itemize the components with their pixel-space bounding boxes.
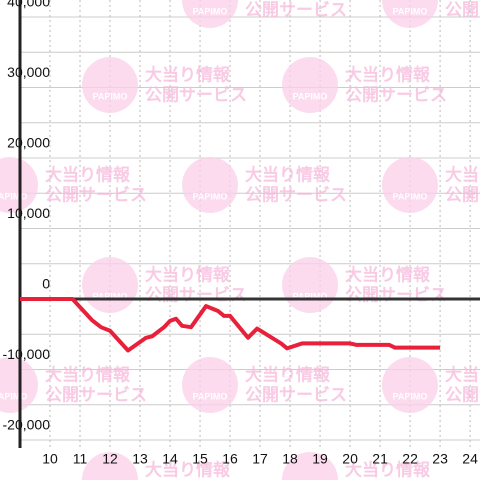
- watermark-line1: 大当り情報: [345, 64, 431, 84]
- x-tick-label: 19: [312, 451, 328, 467]
- watermark-brand: PAPIMO: [293, 91, 328, 101]
- watermark-line2: 公開サービス: [145, 85, 247, 104]
- watermark-logo: [282, 57, 338, 113]
- x-tick-label: 21: [372, 451, 388, 467]
- watermark-brand: PAPIMO: [193, 191, 228, 201]
- watermark-line2: 公開サービス: [45, 185, 147, 204]
- watermark-line1: 大当り情報: [445, 364, 480, 384]
- watermark-brand: PAPIMO: [193, 391, 228, 401]
- watermark-line1: 大当り情報: [145, 459, 231, 479]
- watermark-line1: 大当り情報: [245, 164, 331, 184]
- x-tick-label: 20: [342, 451, 358, 467]
- watermark-logo: [382, 157, 438, 213]
- watermark-line2: 公開サービス: [445, 0, 480, 19]
- y-tick-label: -10,000: [3, 346, 51, 362]
- y-tick-label: 20,000: [7, 135, 50, 151]
- x-tick-label: 18: [282, 451, 298, 467]
- watermark-logo: [382, 357, 438, 413]
- watermark-line1: 大当り情報: [145, 64, 231, 84]
- watermark-line2: 公開サービス: [345, 285, 447, 304]
- x-tick-label: 13: [132, 451, 148, 467]
- watermark-line2: 公開サービス: [45, 385, 147, 404]
- watermark-logo: [182, 157, 238, 213]
- watermark-logo: [282, 257, 338, 313]
- watermark-logo: [82, 452, 138, 485]
- watermark-line2: 公開サービス: [345, 85, 447, 104]
- y-tick-label: 40,000: [7, 0, 50, 10]
- x-tick-label: 22: [402, 451, 418, 467]
- series-line: [20, 297, 441, 353]
- watermark-line2: 公開サービス: [245, 0, 347, 19]
- watermark-brand: PAPIMO: [393, 6, 428, 16]
- x-tick-label: 24: [462, 451, 478, 467]
- watermark-line2: 公開サービス: [145, 285, 247, 304]
- watermark-brand: PAPIMO: [0, 391, 27, 401]
- watermark-line1: 大当り情報: [445, 164, 480, 184]
- watermark-brand: PAPIMO: [293, 291, 328, 301]
- watermark-logo: [82, 257, 138, 313]
- x-tick-label: 15: [192, 451, 208, 467]
- x-tick-label: 16: [222, 451, 238, 467]
- x-tick-label: 17: [252, 451, 268, 467]
- y-tick-label: -20,000: [3, 417, 51, 433]
- x-tick-label: 14: [162, 451, 178, 467]
- watermark-line1: 大当り情報: [145, 264, 231, 284]
- watermark-line1: 大当り情報: [45, 164, 131, 184]
- watermark-line1: 大当り情報: [345, 459, 431, 479]
- watermark-logo: [82, 57, 138, 113]
- watermark-line2: 公開サービス: [445, 385, 480, 404]
- y-tick-label: 10,000: [7, 205, 50, 221]
- watermark-logo: [182, 357, 238, 413]
- watermark-brand: PAPIMO: [0, 191, 27, 201]
- x-tick-label: 23: [432, 451, 448, 467]
- watermark-logo: [282, 452, 338, 485]
- watermark-line1: 大当り情報: [245, 364, 331, 384]
- y-tick-label: 30,000: [7, 64, 50, 80]
- x-tick-label: 12: [102, 451, 118, 467]
- watermark-line2: 公開サービス: [245, 185, 347, 204]
- watermark-brand: PAPIMO: [93, 291, 128, 301]
- watermark-logo: [182, 0, 238, 28]
- watermark-line2: 公開サービス: [445, 185, 480, 204]
- x-tick-label: 10: [42, 451, 58, 467]
- watermark-logo: [382, 0, 438, 28]
- watermark-brand: PAPIMO: [193, 6, 228, 16]
- watermark-brand: PAPIMO: [93, 91, 128, 101]
- watermark-brand: PAPIMO: [393, 191, 428, 201]
- watermark-line1: 大当り情報: [345, 264, 431, 284]
- watermark-brand: PAPIMO: [393, 391, 428, 401]
- x-tick-label: 11: [73, 451, 88, 467]
- watermark-line2: 公開サービス: [245, 385, 347, 404]
- watermark-line1: 大当り情報: [45, 364, 131, 384]
- y-tick-label: 0: [42, 276, 50, 292]
